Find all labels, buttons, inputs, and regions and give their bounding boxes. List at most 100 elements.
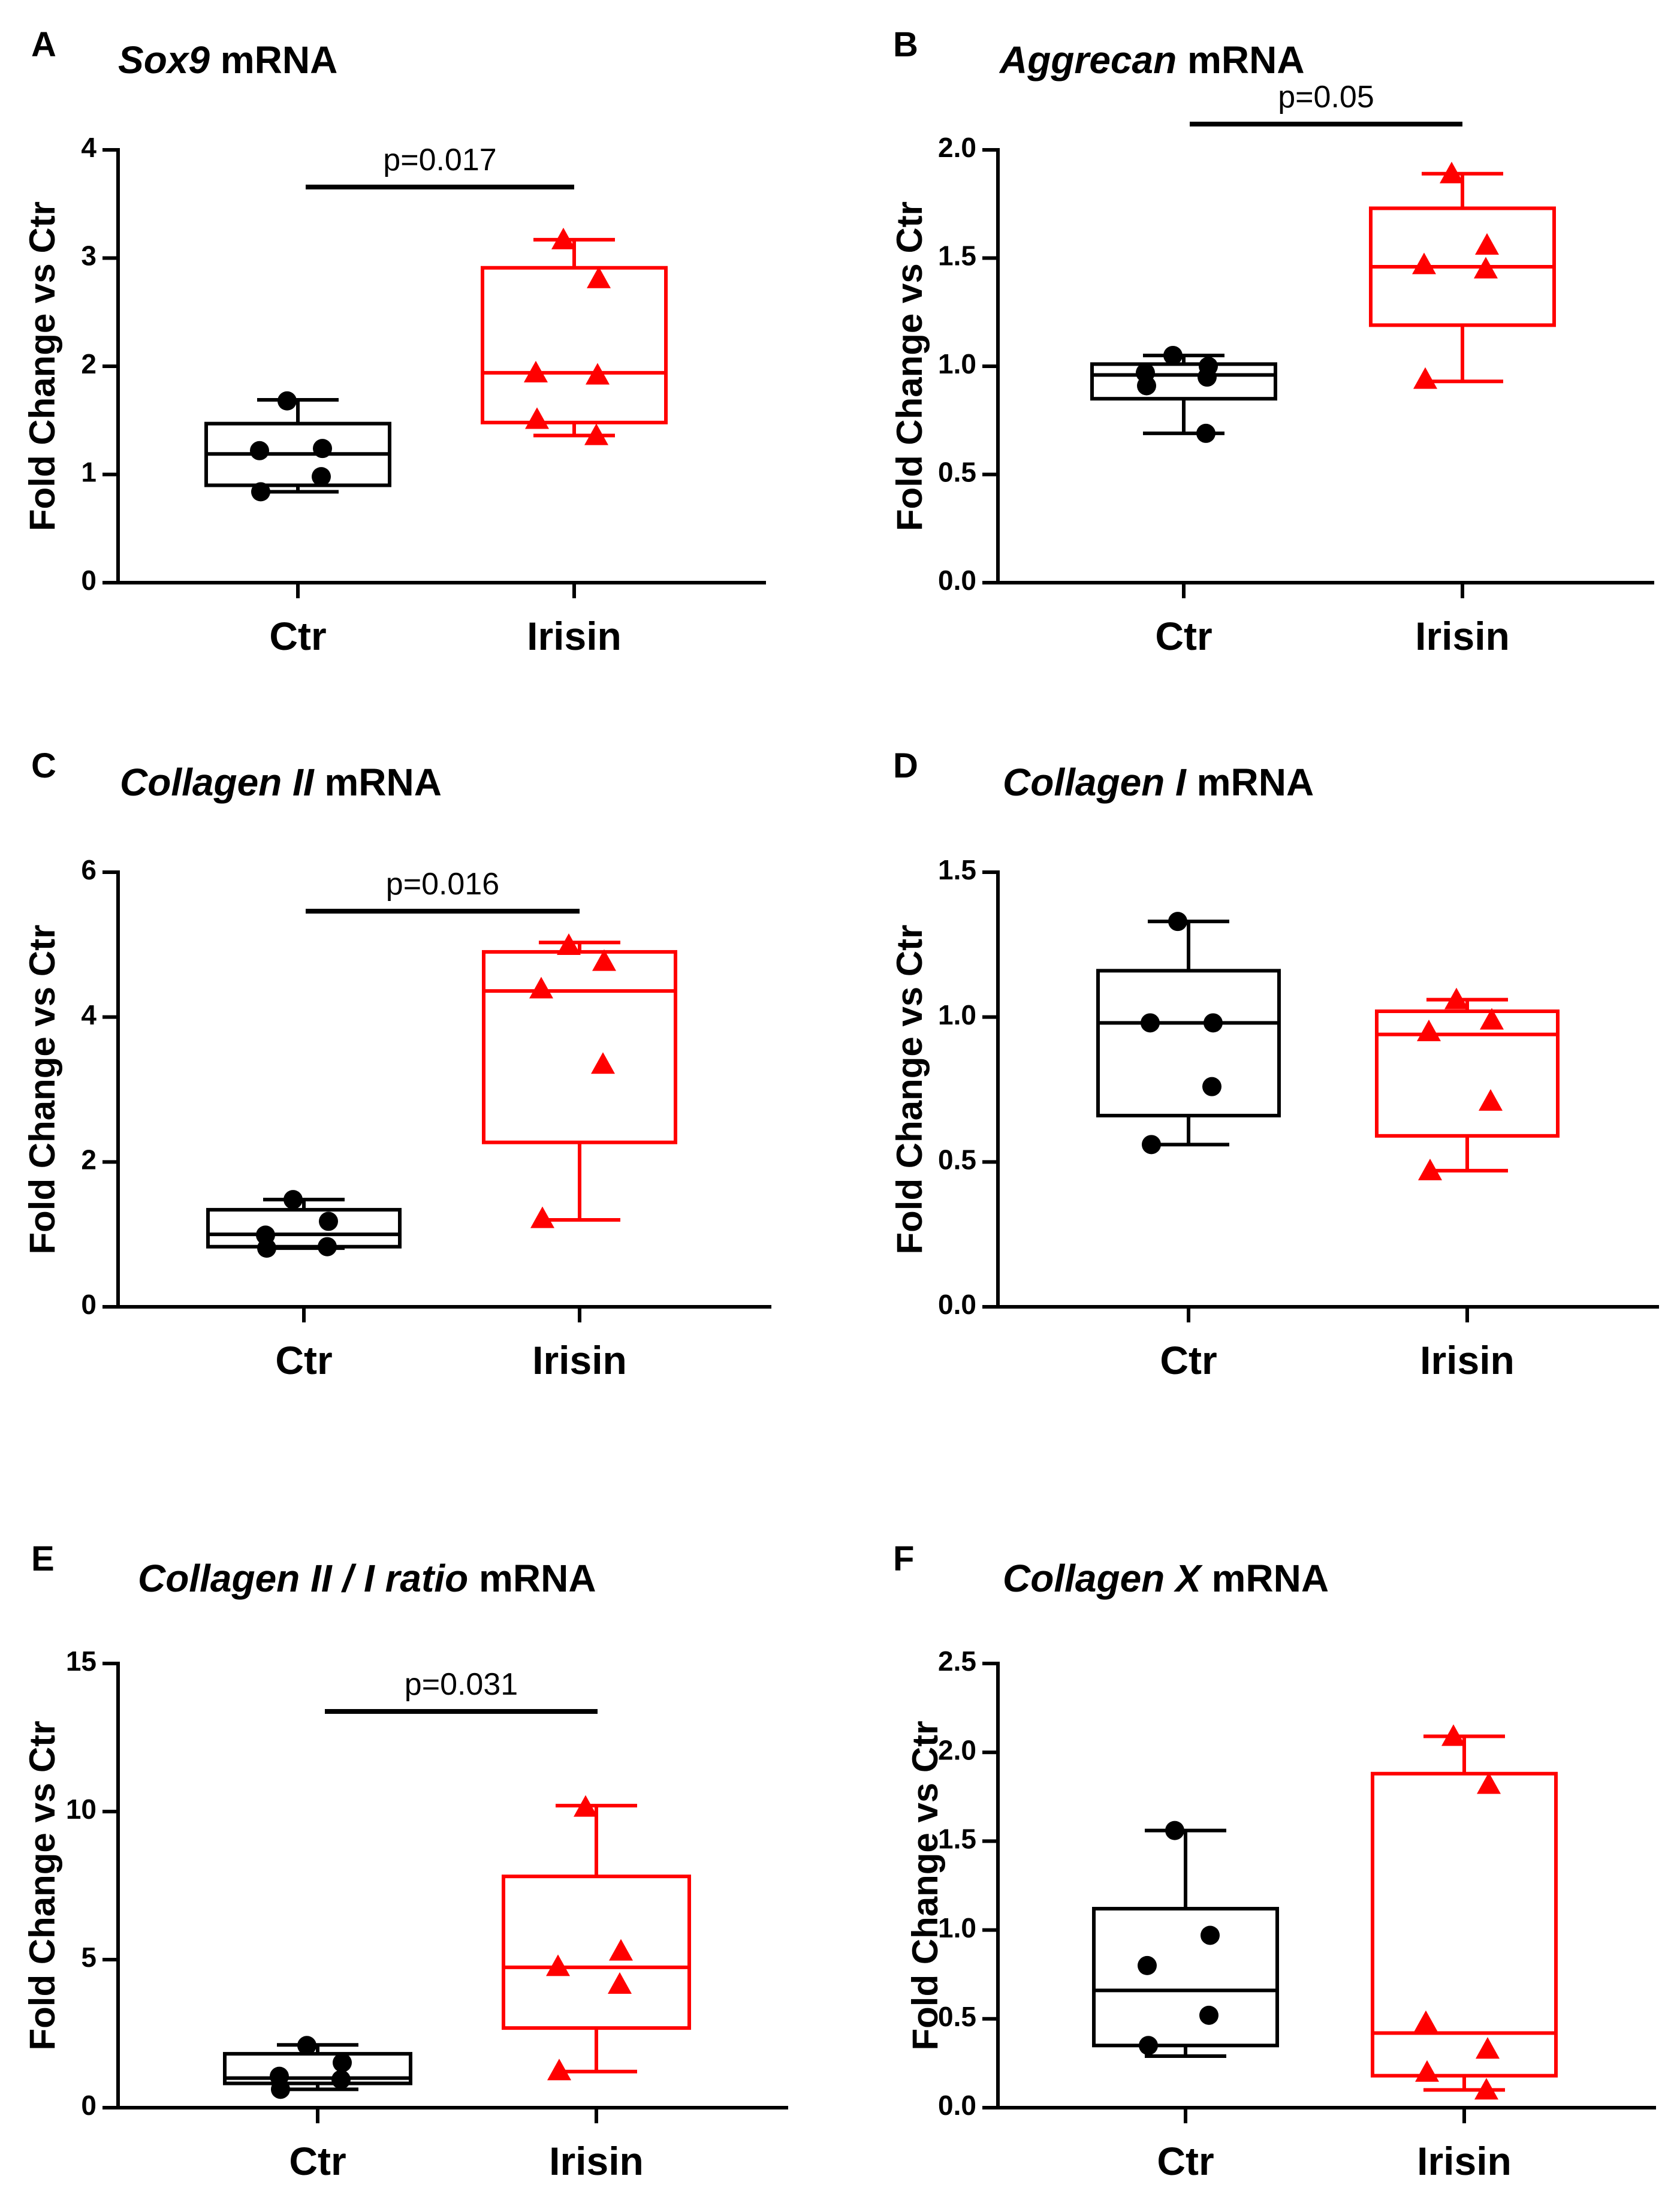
y-tick-label: 0.5 bbox=[938, 1144, 976, 1175]
y-axis-label: Fold Change vs Ctr bbox=[889, 924, 930, 1254]
data-point bbox=[529, 977, 553, 999]
x-tick-label: Ctr bbox=[269, 614, 326, 658]
iqr-box bbox=[502, 1874, 691, 2030]
data-point bbox=[257, 1238, 276, 1258]
x-tick-label: Irisin bbox=[1420, 1338, 1515, 1382]
x-tick-label: Irisin bbox=[527, 614, 622, 658]
y-tick-label: 15 bbox=[66, 1646, 96, 1677]
panel-letter: B bbox=[893, 25, 918, 64]
title-suffix: mRNA bbox=[468, 1557, 596, 1600]
data-point bbox=[319, 1212, 338, 1231]
y-axis-label: Fold Change vs Ctr bbox=[22, 201, 62, 531]
box-irisin bbox=[482, 933, 677, 1228]
y-tick-label: 6 bbox=[81, 854, 96, 885]
data-point bbox=[1413, 367, 1437, 389]
title-suffix: mRNA bbox=[1186, 761, 1314, 804]
data-point bbox=[1168, 912, 1187, 932]
data-point bbox=[1202, 1077, 1221, 1096]
box-ctr bbox=[1092, 1821, 1279, 2059]
box-irisin bbox=[1375, 987, 1560, 1180]
box-irisin bbox=[1371, 1724, 1558, 2100]
y-tick-label: 2 bbox=[81, 1144, 96, 1175]
y-axis-label: Fold Change vs Ctr bbox=[889, 201, 930, 531]
panel-b: B Aggrecan mRNA Fold Change vs Ctr 0.0 0.5 1.… bbox=[889, 25, 1654, 658]
y-tick-label: 2 bbox=[81, 348, 96, 379]
title-suffix: mRNA bbox=[1177, 38, 1304, 82]
y-tick-label: 0 bbox=[81, 2090, 96, 2121]
y-axis-label: Fold Change vs Ctr bbox=[22, 924, 62, 1254]
title-gene: Collagen X bbox=[1003, 1557, 1203, 1600]
data-point bbox=[333, 2053, 352, 2072]
data-point bbox=[584, 423, 608, 445]
y-tick-label: 0.0 bbox=[938, 2090, 976, 2121]
y-axis-label: Fold Change vs Ctr bbox=[22, 1720, 62, 2050]
y-axis-label: Fold Change vs Ctr bbox=[905, 1720, 945, 2050]
x-tick-label: Ctr bbox=[1157, 2139, 1214, 2183]
y-tick-label: 3 bbox=[81, 240, 96, 272]
box-irisin bbox=[502, 1795, 691, 2081]
chart-title: Collagen II mRNA bbox=[120, 761, 442, 804]
data-point bbox=[1474, 2078, 1498, 2100]
data-point bbox=[1204, 1013, 1223, 1033]
x-tick-label: Irisin bbox=[1417, 2139, 1512, 2183]
panel-a: A Sox9 mRNA Fold Change vs Ctr 0 1 2 3 4 Ctr Iris… bbox=[22, 25, 766, 658]
y-tick-label: 0.5 bbox=[938, 457, 976, 488]
iqr-box bbox=[1375, 1009, 1560, 1138]
data-point bbox=[1415, 2060, 1439, 2082]
iqr-box bbox=[1090, 362, 1277, 401]
data-point bbox=[1141, 1013, 1160, 1033]
y-tick-label: 0 bbox=[81, 565, 96, 596]
data-point bbox=[1440, 161, 1464, 183]
iqr-box bbox=[223, 2052, 412, 2086]
y-tick-label: 2.5 bbox=[938, 1646, 976, 1677]
data-point bbox=[530, 1206, 554, 1228]
data-point bbox=[1201, 1925, 1220, 1945]
y-tick-label: 1.5 bbox=[938, 240, 976, 272]
data-point bbox=[574, 1795, 598, 1817]
box-irisin bbox=[481, 227, 668, 445]
x-tick-label: Irisin bbox=[532, 1338, 627, 1382]
y-tick-label: 1.0 bbox=[938, 999, 976, 1030]
panel-d: D Collagen I mRNA Fold Change vs Ctr 0.0 0.5… bbox=[889, 746, 1659, 1382]
y-tick-label: 2.0 bbox=[938, 132, 976, 163]
x-tick-label: Irisin bbox=[549, 2139, 644, 2183]
iqr-box bbox=[1371, 1771, 1558, 2078]
data-point bbox=[1476, 2037, 1500, 2059]
panel-e: E Collagen II / I ratio mRNA Fold Change v… bbox=[22, 1539, 788, 2183]
y-tick-label: 5 bbox=[81, 1942, 96, 1973]
p-value-label: p=0.017 bbox=[383, 143, 496, 177]
y-tick-label: 1.5 bbox=[938, 854, 976, 885]
title-gene: Collagen II bbox=[120, 761, 315, 804]
title-suffix: mRNA bbox=[1201, 1557, 1329, 1600]
panel-letter: D bbox=[893, 746, 918, 785]
iqr-box bbox=[481, 266, 668, 424]
box-irisin bbox=[1369, 161, 1556, 389]
y-tick-label: 0.0 bbox=[938, 565, 976, 596]
y-tick-label: 1.5 bbox=[938, 1824, 976, 1855]
p-value-label: p=0.016 bbox=[386, 867, 499, 902]
x-tick-label: Irisin bbox=[1415, 614, 1510, 658]
data-point bbox=[1139, 2036, 1158, 2056]
iqr-box bbox=[482, 950, 677, 1144]
y-tick-label: 1.0 bbox=[938, 348, 976, 379]
data-point bbox=[1165, 1821, 1184, 1840]
chart-title: Collagen X mRNA bbox=[1003, 1557, 1329, 1600]
data-point bbox=[318, 1237, 337, 1256]
y-tick-label: 10 bbox=[66, 1794, 96, 1825]
data-point bbox=[586, 363, 610, 385]
panel-letter: C bbox=[31, 746, 56, 785]
iqr-box bbox=[206, 1208, 402, 1249]
y-tick-label: 2.0 bbox=[938, 1734, 976, 1765]
data-point bbox=[587, 266, 611, 288]
data-point bbox=[591, 1052, 615, 1074]
x-tick-label: Ctr bbox=[289, 2139, 346, 2183]
box-ctr bbox=[1090, 345, 1277, 443]
y-tick-label: 4 bbox=[81, 132, 96, 163]
x-tick-label: Ctr bbox=[1155, 614, 1212, 658]
p-value-label: p=0.05 bbox=[1278, 80, 1374, 114]
title-suffix: mRNA bbox=[314, 761, 442, 804]
data-point bbox=[546, 1954, 570, 1976]
box-ctr bbox=[204, 391, 391, 502]
data-point bbox=[1137, 376, 1156, 396]
